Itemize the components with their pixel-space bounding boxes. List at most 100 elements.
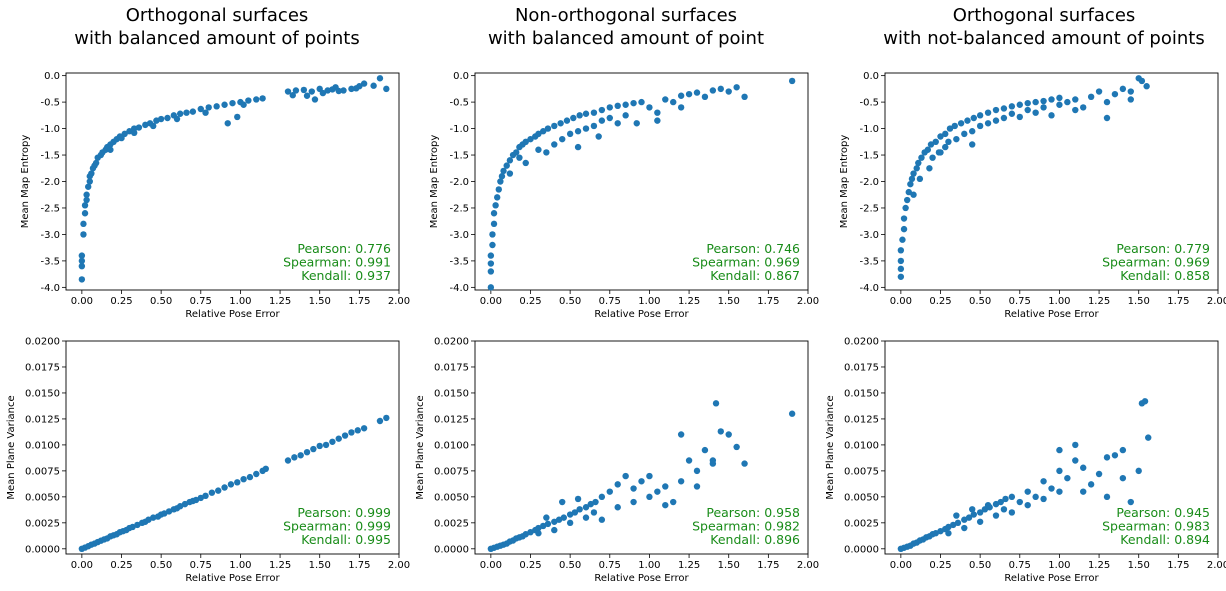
data-point: [78, 262, 86, 270]
data-point: [1072, 106, 1079, 114]
data-point: [1087, 481, 1095, 488]
data-point: [646, 104, 653, 111]
data-point: [240, 475, 247, 483]
data-point: [383, 85, 390, 93]
data-point: [92, 159, 100, 167]
data-point: [1032, 98, 1039, 106]
data-point: [582, 504, 590, 511]
x-tick-label: 1.50: [309, 560, 331, 571]
data-point: [929, 154, 936, 161]
column-title-2-line-1: Non-orthogonal surfaces: [514, 5, 738, 26]
column-title-1-line-1: Orthogonal surfaces: [125, 5, 309, 26]
data-point: [969, 141, 976, 148]
data-point: [654, 488, 661, 495]
x-tick-label: 0.25: [110, 296, 132, 307]
y-tick-label: -4.0: [449, 283, 469, 294]
data-point: [1119, 446, 1127, 454]
data-point: [189, 108, 197, 115]
data-point: [606, 114, 613, 122]
correlation-stat: Spearman: 0.969: [1102, 255, 1210, 270]
data-point: [733, 443, 740, 451]
data-point: [582, 125, 590, 132]
data-point: [311, 96, 319, 103]
data-point: [559, 498, 566, 506]
data-point: [289, 92, 296, 99]
data-point: [490, 210, 498, 217]
data-point: [1072, 457, 1079, 464]
data-point: [543, 514, 550, 521]
data-point: [945, 138, 952, 146]
data-point: [1040, 478, 1047, 485]
x-tick-label: 0.25: [519, 560, 541, 571]
data-point: [614, 481, 621, 488]
data-point: [341, 432, 349, 439]
data-point: [961, 524, 968, 532]
y-axis-label: Mean Map Entropy: [839, 135, 850, 229]
data-point: [551, 141, 558, 148]
data-point: [78, 276, 86, 283]
data-point: [490, 220, 498, 228]
data-point: [915, 159, 922, 167]
data-point: [1103, 493, 1111, 501]
data-point: [324, 87, 331, 94]
data-point: [598, 117, 606, 124]
column-title-3-line-1: Orthogonal surfaces: [952, 5, 1136, 26]
data-point: [560, 514, 567, 521]
data-point: [319, 89, 327, 97]
correlation-stat: Pearson: 0.945: [1116, 505, 1210, 520]
data-point: [662, 96, 669, 103]
data-point: [1127, 88, 1134, 95]
data-point: [908, 175, 916, 183]
data-point: [654, 117, 661, 124]
data-point: [497, 178, 504, 185]
data-point: [984, 120, 992, 127]
data-point: [1103, 98, 1111, 106]
data-point: [965, 514, 973, 521]
y-tick-label: 0.0: [44, 71, 60, 82]
data-point: [633, 120, 640, 127]
y-tick-label: -3.5: [40, 256, 60, 267]
data-point: [544, 520, 552, 528]
data-point: [360, 80, 368, 87]
data-point: [904, 196, 911, 204]
data-point: [897, 257, 905, 265]
data-point: [685, 457, 693, 464]
data-point: [582, 514, 590, 521]
plot-frame: [65, 340, 400, 555]
data-point: [559, 135, 566, 143]
y-tick-label: -3.5: [859, 256, 879, 267]
data-point: [984, 501, 992, 509]
plot-frame: [884, 340, 1219, 555]
x-tick-label: 1.50: [718, 296, 740, 307]
y-tick-label: 0.0200: [25, 337, 60, 348]
data-point: [1080, 464, 1087, 471]
data-point: [598, 516, 606, 523]
data-point: [1064, 98, 1071, 106]
data-point: [240, 101, 247, 108]
x-tick-label: 2.00: [1207, 296, 1226, 307]
data-point: [924, 146, 932, 153]
data-point: [598, 493, 606, 501]
data-point: [303, 92, 311, 99]
x-tick-label: 2.00: [388, 560, 410, 571]
data-point: [487, 260, 495, 267]
data-point: [614, 102, 621, 110]
x-tick-label: 0.50: [559, 560, 581, 571]
x-tick-label: 1.00: [1048, 560, 1070, 571]
data-point: [1024, 106, 1031, 114]
data-point: [595, 133, 602, 140]
x-tick-label: 1.00: [229, 296, 251, 307]
data-point: [670, 98, 677, 106]
x-tick-label: 1.50: [1128, 560, 1150, 571]
y-tick-label: -3.5: [449, 256, 469, 267]
x-tick-label: 0.00: [71, 296, 93, 307]
data-point: [303, 448, 311, 456]
x-tick-label: 1.75: [1167, 560, 1189, 571]
x-tick-label: 2.00: [388, 296, 410, 307]
x-tick-label: 2.00: [797, 560, 819, 571]
x-axis-label: Relative Pose Error: [594, 573, 689, 584]
data-point: [788, 77, 796, 85]
x-tick-label: 0.25: [929, 296, 951, 307]
subplot-5: 0.00 0.25 0.50 0.75 1.00 1.25 1.50 1.75 2.00 0.00…: [415, 337, 819, 585]
data-point: [566, 519, 574, 527]
